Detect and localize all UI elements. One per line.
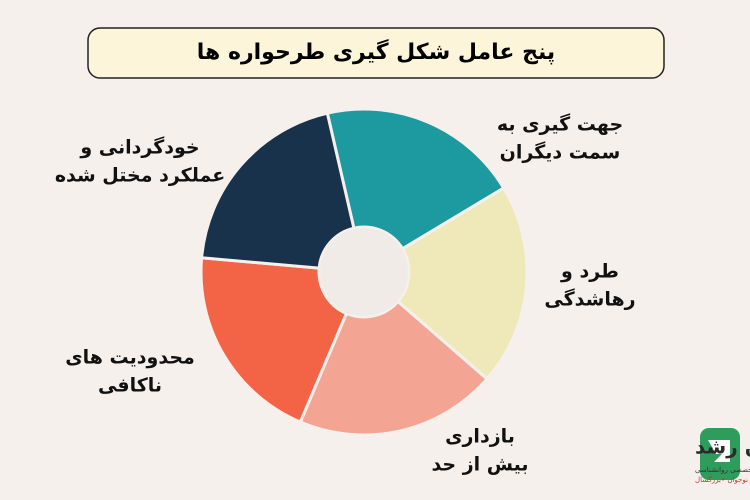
segment-label: خودگردانی و [79, 136, 199, 159]
logo-name: روان رشد [695, 435, 750, 459]
donut-hole [320, 228, 408, 316]
segment-label: محدودیت های [65, 347, 195, 369]
segment-label: سمت دیگران [500, 141, 621, 164]
donut-segment [395, 185, 529, 382]
logo-line: •کودک و نوجوان •بزرگسال [695, 475, 750, 484]
segment-label: رهاشدگی [544, 288, 635, 311]
logo: روان رشد کلینیک جامع تخصصی روانشناسی •کو… [695, 428, 750, 484]
segment-label: بیش از حد [431, 454, 528, 476]
segment-label: جهت گیری به [497, 113, 623, 136]
logo-line: کلینیک جامع تخصصی روانشناسی [695, 466, 750, 474]
segment-label: بازداری [445, 426, 515, 448]
donut-segment [199, 256, 349, 425]
title-box [87, 27, 665, 79]
chart-title: پنج عامل شکل گیری طرحواره ها [197, 38, 555, 65]
segment-label: عملکرد مختل شده [55, 165, 225, 187]
segment-label: طرد و [560, 261, 619, 283]
logo-glyph [708, 440, 730, 462]
donut-segment [298, 299, 490, 437]
donut-segment [199, 111, 356, 270]
segment-label: ناکافی [98, 375, 162, 397]
